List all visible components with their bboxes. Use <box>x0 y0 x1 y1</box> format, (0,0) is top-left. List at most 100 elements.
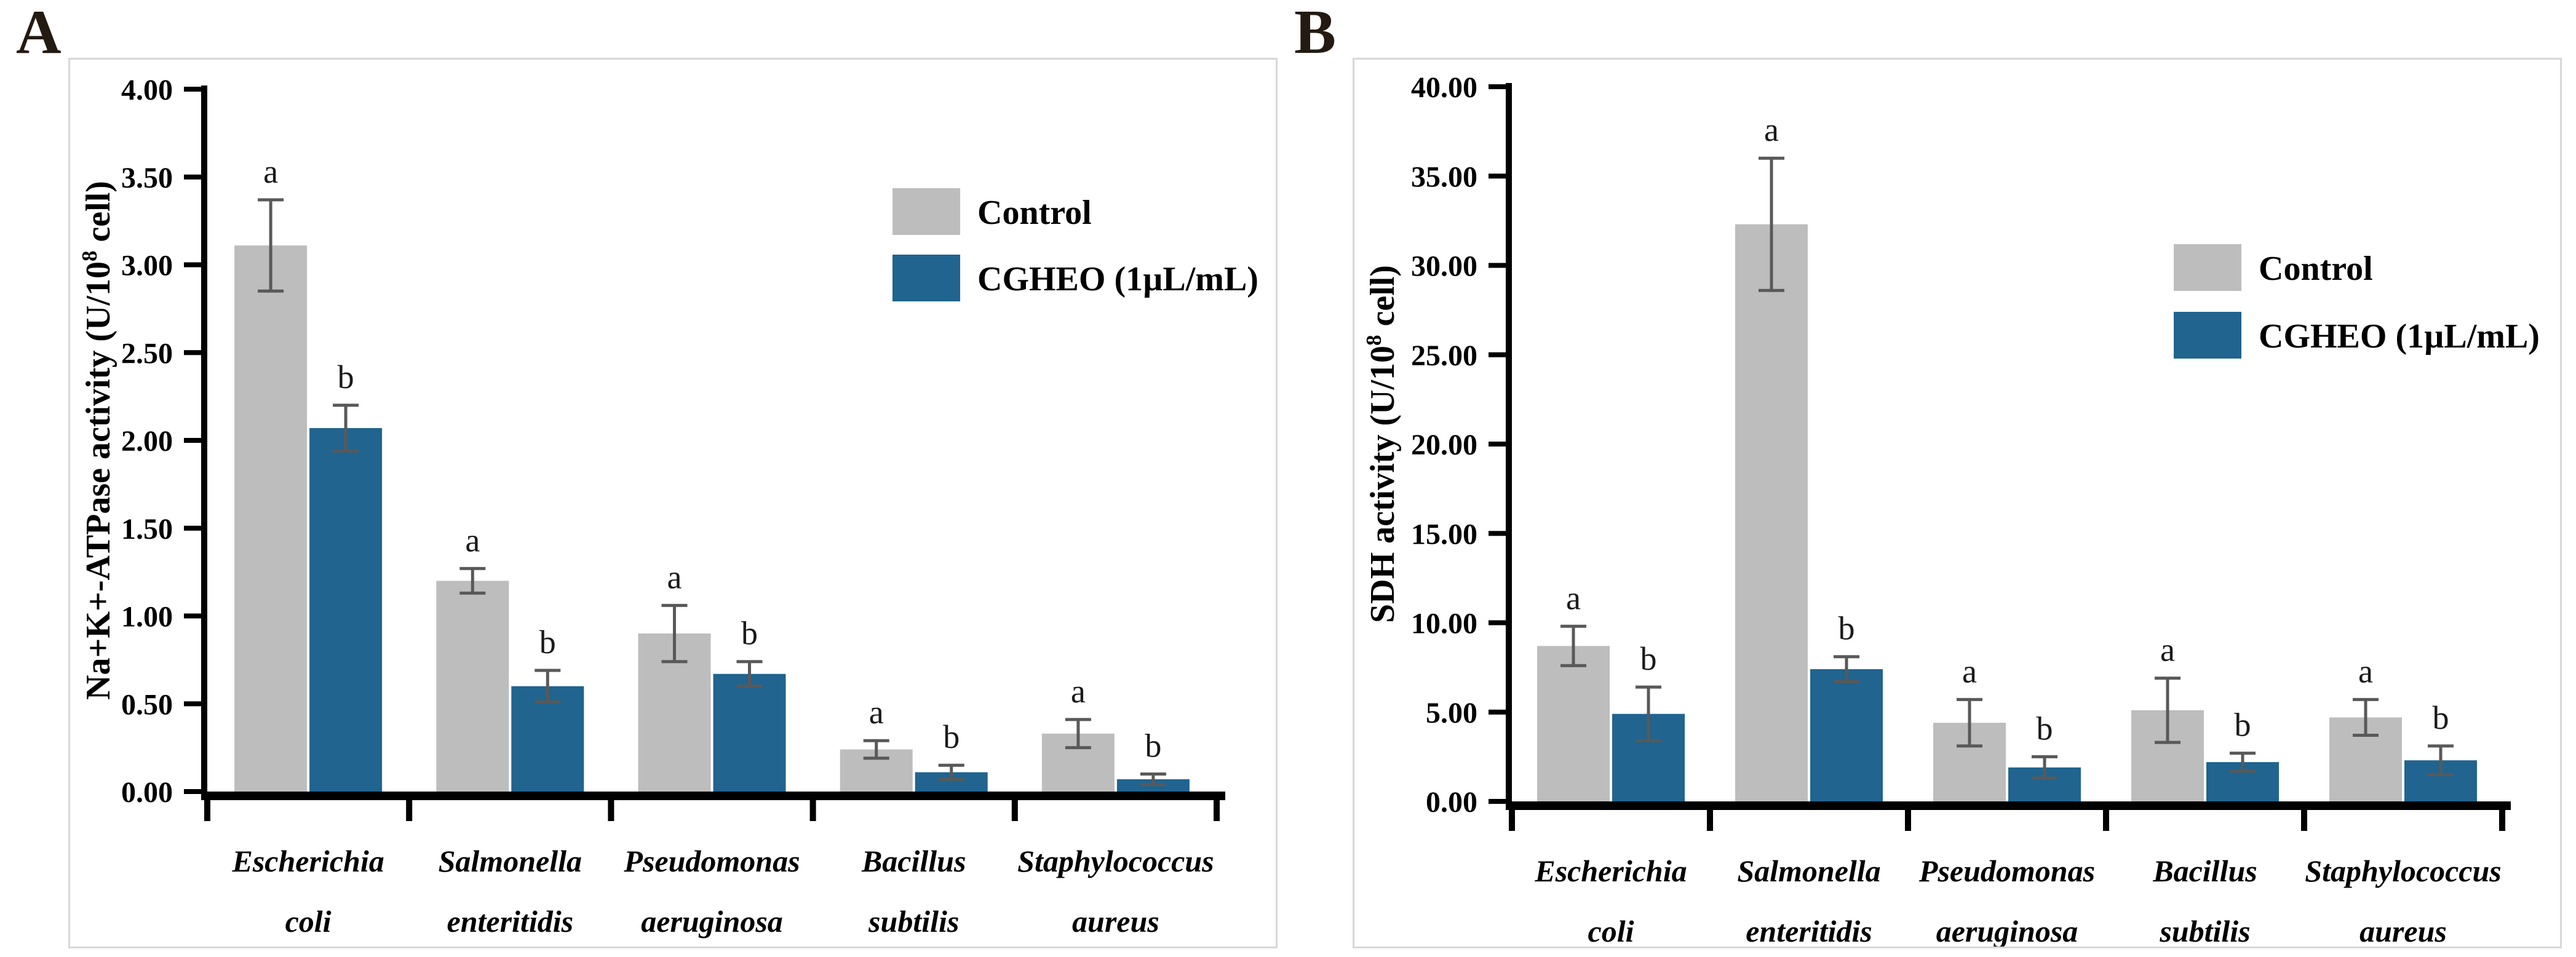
y-tick-label: 3.00 <box>121 250 173 282</box>
category-label-line2: aureus <box>2359 914 2447 947</box>
y-tick-label: 0.00 <box>121 776 173 809</box>
y-tick-label: 40.00 <box>1411 71 1477 104</box>
y-tick-label: 4.00 <box>121 74 173 106</box>
y-tick-label: 25.00 <box>1411 340 1477 372</box>
category-label-line1: Bacillus <box>2152 854 2257 888</box>
error-bar <box>333 403 359 453</box>
y-tick-label: 0.50 <box>121 688 173 721</box>
legend-label-cgheo: CGHEO (1µL/mL) <box>2259 317 2540 355</box>
y-axis-tick <box>1489 442 1506 447</box>
significance-letter: a <box>2160 632 2175 669</box>
y-tick-label: 35.00 <box>1411 161 1477 193</box>
legend-swatch-cgheo <box>892 255 960 301</box>
significance-letter: a <box>1962 653 1977 689</box>
panel-b-chart: a a a a a b b b b b 0.00 5.00 10.00 15.00 20.00 25.00 30… <box>1362 71 2540 947</box>
category-label-line1: Bacillus <box>861 844 966 878</box>
y-axis-tick <box>184 262 201 268</box>
error-bar <box>258 198 284 293</box>
significance-letter: a <box>1566 579 1581 616</box>
significance-letter: a <box>263 153 278 190</box>
category-label-line2: coli <box>285 904 332 939</box>
x-axis-tick <box>2499 810 2505 831</box>
x-axis-tick <box>2301 810 2307 831</box>
legend-swatch-control <box>892 188 960 235</box>
panel-a-chart: a a a a a b b b b b 0.00 0.50 1.00 1.50 2.00 2.50 3.00 3.… <box>78 74 1258 939</box>
error-bar <box>459 566 486 595</box>
legend-label-control: Control <box>977 194 1092 232</box>
bar-control-escherichia <box>234 245 308 792</box>
category-label-line1: Pseudomonas <box>623 844 800 878</box>
category-label-line1: Staphylococcus <box>1017 844 1214 878</box>
y-axis-tick <box>1489 620 1506 625</box>
y-axis-tick <box>1489 709 1506 715</box>
x-axis-line <box>1506 801 2511 810</box>
y-axis-tick <box>184 87 201 92</box>
error-bar <box>1560 624 1586 667</box>
legend-label-control: Control <box>2259 250 2373 288</box>
error-bar <box>1636 685 1661 742</box>
significance-letter: a <box>869 694 884 731</box>
y-axis-tick <box>184 525 201 531</box>
y-axis-title: Na+K+-ATPase activity (U/108 cell) <box>78 181 117 700</box>
y-axis-tick <box>184 350 201 355</box>
x-axis-tick <box>204 800 210 821</box>
panel-a-letter: A <box>16 0 62 67</box>
x-axis-tick <box>1509 810 1515 831</box>
y-axis-tick <box>1489 263 1506 268</box>
y-tick-label: 1.00 <box>121 601 173 633</box>
x-axis-tick <box>1214 800 1220 821</box>
y-tick-label: 2.00 <box>121 425 173 458</box>
y-axis-title: SDH activity (U/108 cell) <box>1362 265 1402 623</box>
x-axis-tick <box>406 800 413 821</box>
significance-letter: b <box>741 615 758 652</box>
y-axis-line <box>201 85 207 800</box>
category-label-line1: Escherichia <box>1534 854 1687 888</box>
category-label-line2: subtilis <box>868 904 959 939</box>
significance-letter: b <box>943 718 960 755</box>
category-label-line1: Salmonella <box>439 844 582 878</box>
bar-cgheo-pseudomonas <box>713 673 786 792</box>
error-bar <box>535 669 561 704</box>
y-tick-label: 20.00 <box>1411 429 1477 461</box>
bar-cgheo-escherichia <box>309 428 383 792</box>
x-axis-tick <box>1707 810 1713 831</box>
error-bar <box>1065 718 1091 750</box>
category-label-line2: enteritidis <box>447 904 574 939</box>
significance-letter: a <box>465 522 480 558</box>
bar-control-salmonella <box>1735 224 1808 801</box>
error-bar <box>938 763 964 781</box>
y-axis-tick <box>1489 531 1506 536</box>
y-axis-tick <box>184 174 201 180</box>
x-axis-tick <box>1011 800 1018 821</box>
y-axis-tick <box>184 789 201 794</box>
y-axis-tick <box>1489 352 1506 357</box>
y-tick-label: 30.00 <box>1411 250 1477 283</box>
x-axis-tick <box>1905 810 1911 831</box>
y-tick-label: 1.50 <box>121 513 173 546</box>
significance-letter: b <box>2037 710 2053 747</box>
error-bar <box>1140 772 1166 787</box>
error-bar <box>1759 156 1784 292</box>
x-axis-tick <box>809 800 816 821</box>
category-label-line1: Salmonella <box>1737 854 1880 888</box>
bar-control-escherichia <box>1537 646 1610 801</box>
y-tick-label: 0.00 <box>1426 786 1477 819</box>
significance-letter: b <box>1839 610 1855 647</box>
category-label-line2: subtilis <box>2159 914 2250 947</box>
error-bar <box>2428 744 2454 776</box>
y-tick-label: 3.50 <box>121 162 173 194</box>
significance-letter: b <box>2235 707 2251 744</box>
significance-letter: b <box>2433 699 2449 736</box>
y-tick-label: 2.50 <box>121 337 173 370</box>
error-bar <box>2032 755 2057 780</box>
y-axis-line <box>1506 83 1512 810</box>
significance-letter: a <box>2358 653 2373 689</box>
category-label-line1: Staphylococcus <box>2305 854 2501 888</box>
significance-letter: b <box>338 359 354 395</box>
error-bar <box>1834 655 1859 683</box>
significance-letter: b <box>1640 640 1657 677</box>
significance-letter: a <box>1071 673 1086 710</box>
error-bar <box>661 603 688 664</box>
y-axis-tick <box>184 701 201 707</box>
